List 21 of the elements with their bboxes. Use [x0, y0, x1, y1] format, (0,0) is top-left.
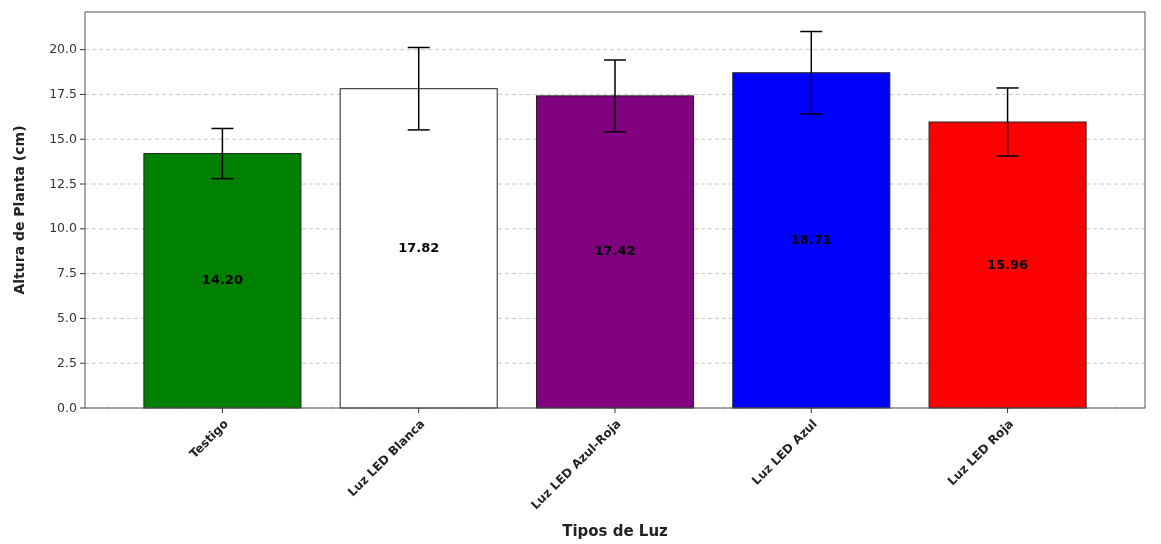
y-tick-label: 0.0 [57, 399, 78, 415]
y-tick-label: 5.0 [57, 309, 78, 325]
bar [732, 72, 891, 409]
y-tick-label: 7.5 [57, 265, 77, 281]
data-label: 14.20 [201, 272, 243, 288]
y-tick-label: 2.5 [57, 354, 77, 370]
bar [535, 95, 695, 409]
bar [928, 121, 1087, 409]
y-tick-label: 12.5 [49, 175, 77, 191]
y-tick-label: 17.5 [49, 85, 77, 101]
data-label: 15.96 [987, 256, 1029, 272]
data-label: 18.71 [790, 231, 832, 247]
x-axis-title: Tipos de Luz [562, 522, 669, 540]
y-tick-label: 20.0 [49, 41, 78, 57]
y-axis-title: Altura de Planta (cm) [11, 125, 27, 295]
bar [143, 153, 302, 409]
bar [339, 88, 498, 409]
data-label: 17.82 [398, 239, 440, 255]
y-tick-label: 15.0 [49, 130, 78, 146]
data-label: 17.42 [594, 243, 636, 259]
y-tick-label: 10.0 [49, 220, 78, 236]
